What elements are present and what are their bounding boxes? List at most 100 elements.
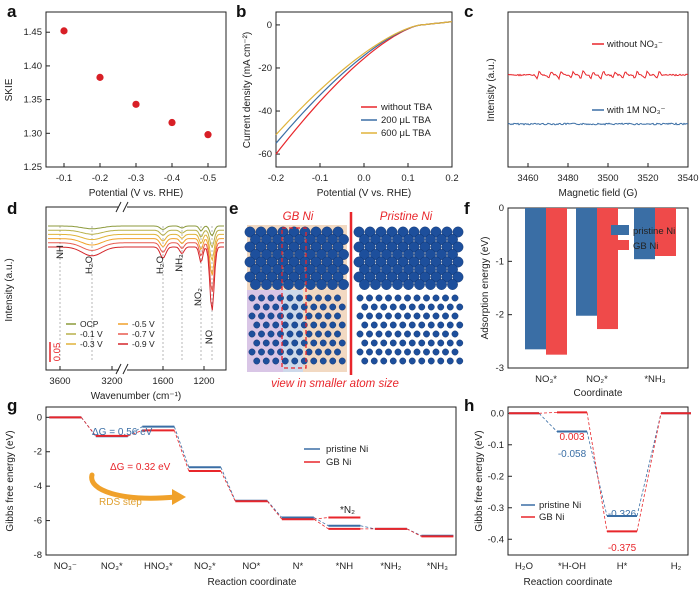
gb-ni-atom [250,234,261,245]
gb-ni-small-atom [305,294,313,302]
chart-g-rds-arrow [89,472,179,501]
gb-ni-atom [294,279,305,290]
gb-ni-small-atom [291,357,299,365]
pristine-ni-atom [441,256,453,268]
chart-h-xtick-label: H* [617,561,628,572]
gb-ni-atom [283,279,294,290]
chart-f-xtick-label: *NH₃ [644,374,665,385]
chart-d-xtick-label: 3200 [101,376,122,387]
gb-ni-small-atom [305,348,313,356]
pristine-ni-small-atom [442,348,449,356]
pristine-ni-atom [375,256,387,268]
gb-ni-atom [283,264,294,275]
pristine-ni-atom [408,226,420,238]
chart-g-ylabel: Gibbs free energy (eV) [5,430,16,531]
pristine-ni-small-atom [361,357,369,365]
chart-h-value-gb-1: 0.003 [559,432,584,443]
pristine-ni-small-atom [451,330,459,338]
panel-e-structures: GB Ni Pristine Ni view in smaller atom s… [244,211,464,390]
pristine-ni-small-atom [418,303,426,311]
pristine-ni-atom [408,241,420,253]
gb-ni-small-atom [286,312,294,320]
gb-ni-small-atom [262,303,270,311]
chart-b: -0.2 -0.1 0.0 0.1 0.2 0 -20 -40 -60 without TBA 2… [242,11,459,199]
chart-a-ytick-label: 1.40 [24,61,43,72]
gb-ni-small-atom [258,312,265,320]
chart-a-ytick-label: 1.35 [24,95,43,106]
gb-ni-atom [327,249,338,260]
gb-ni-atom [277,226,289,238]
chart-g-annot-dg-pristine: ΔG = 0.56 eV [92,427,153,438]
gb-ni-small-atom [319,321,327,329]
chart-h-xtick-label: H₂O [515,561,533,572]
gb-ni-small-atom [277,330,284,338]
pristine-ni-atom [364,226,376,238]
chart-b-ytick-label: -60 [258,149,272,160]
gb-ni-small-atom [338,303,346,311]
gb-ni-atom [266,256,278,268]
chart-a-ytick-label: 1.45 [24,27,43,38]
pristine-ni-atom [441,241,453,253]
pristine-ni-small-atom [413,312,421,320]
pristine-ni-small-atom [456,339,464,347]
chart-d-annot-no2: NO₂ [193,288,204,306]
chart-g-connector [267,501,283,520]
pristine-ni-small-atom [370,303,378,311]
chart-h-value-pristine-2: -0.326 [608,509,637,520]
pristine-ni-small-atom [432,348,440,356]
gb-ni-atom [321,241,333,253]
gb-ni-small-atom [277,312,284,320]
chart-g-connector [267,500,283,518]
chart-h-value-pristine-1: -0.058 [558,449,587,460]
gb-ni-small-atom [329,357,337,365]
pristine-ni-small-atom [394,294,402,302]
gb-ni-atom [244,271,256,283]
gb-ni-small-atom [286,330,294,338]
chart-c-legend-label-1: without NO₃⁻ [606,39,663,50]
pristine-ni-small-atom [423,312,430,320]
pristine-ni-small-atom [427,321,435,329]
gb-ni-atom [332,271,344,283]
chart-d-series-line [48,225,224,237]
chart-f-bar [546,208,567,355]
chart-d-annot-nh: NH [55,245,66,259]
pristine-ni-atom [370,264,381,275]
chart-a-point [96,73,104,81]
gb-ni-small-atom [262,321,270,329]
chart-h-connector [636,413,662,532]
gb-ni-atom [316,249,327,260]
pristine-ni-small-atom [437,357,445,365]
chart-c: 3460 3480 3500 3520 3540 without NO₃⁻ with 1… [486,11,699,199]
gb-ni-atom [321,256,333,268]
gb-ni-atom [277,256,289,268]
gb-ni-atom [288,271,300,283]
chart-g-rds-arrowhead [172,489,186,505]
chart-h-connector [538,413,558,432]
chart-h: 0.0 -0.1 -0.2 -0.3 -0.4 H₂O *H-OH H* H₂ 0.003 -0… [474,406,691,588]
gb-ni-small-atom [267,312,275,320]
chart-c-xlabel: Magnetic field (G) [559,188,638,199]
chart-c-xtick-label: 3500 [597,173,618,184]
chart-c-xtick-label: 3540 [677,173,698,184]
chart-a-ytick-label: 1.30 [24,128,43,139]
pristine-ni-atom [441,226,453,238]
chart-g-connector [313,518,329,530]
pristine-ni-small-atom [446,303,454,311]
pristine-ni-small-atom [404,294,411,302]
pristine-ni-small-atom [437,321,445,329]
pristine-ni-small-atom [423,348,430,356]
pristine-ni-small-atom [394,348,402,356]
gb-ni-small-atom [338,357,346,365]
chart-g-xlabel: Reaction coordinate [208,577,297,588]
gb-ni-atom [305,279,316,290]
gb-ni-small-atom [324,348,332,356]
chart-g-legend-label-1: pristine Ni [326,444,368,455]
gb-ni-small-atom [286,348,294,356]
pristine-ni-atom [447,249,458,260]
pristine-ni-small-atom [389,357,397,365]
chart-h-ytick-label: -0.3 [488,503,504,514]
pristine-ni-atom [397,271,409,283]
pristine-ni-atom [392,264,403,275]
chart-d-scale-label: 0.05 [52,343,63,362]
pristine-ni-small-atom [380,321,388,329]
